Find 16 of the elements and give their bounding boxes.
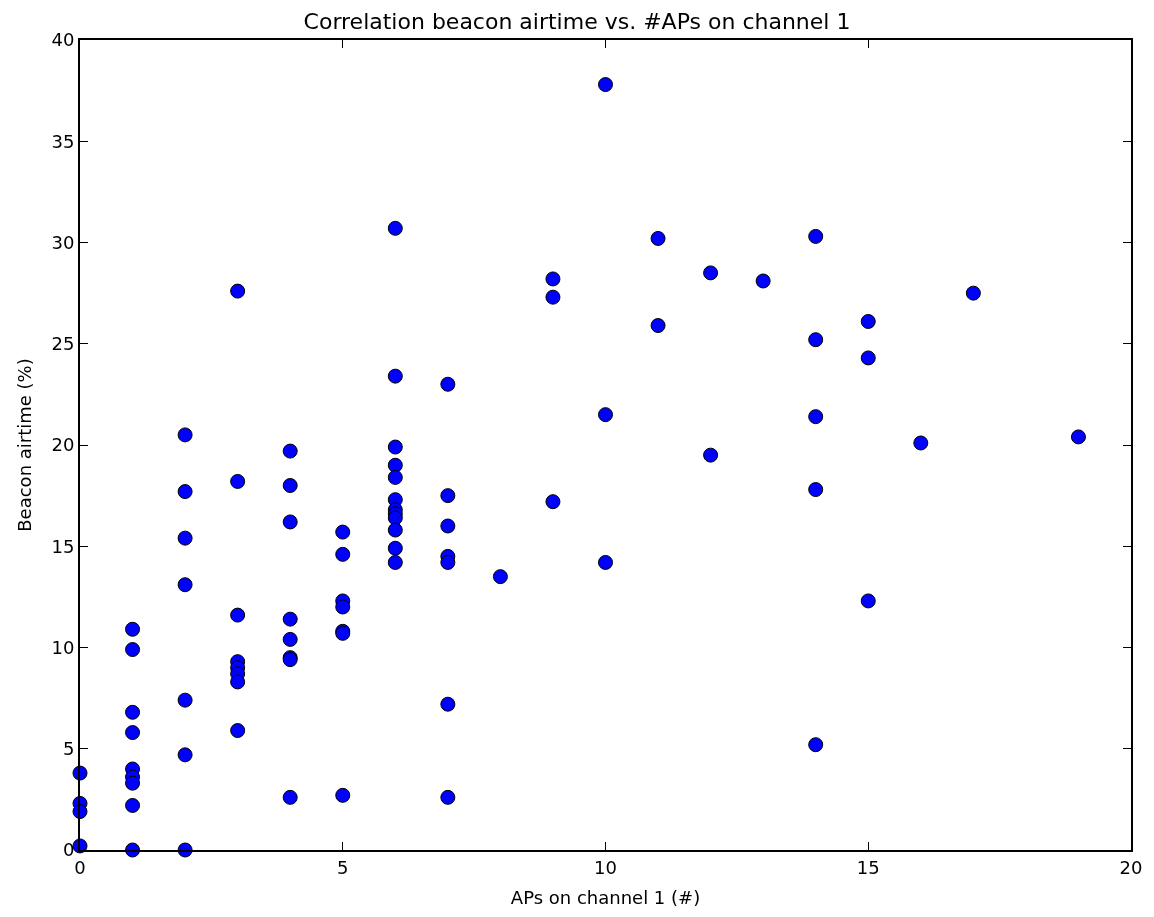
- x-tick-label: 10: [594, 856, 617, 878]
- y-tick-label: 15: [51, 535, 75, 557]
- y-tick-label: 35: [51, 130, 75, 152]
- chart-title: Correlation beacon airtime vs. #APs on channel 1: [303, 9, 851, 35]
- y-tick-label: 20: [51, 434, 75, 456]
- y-tick-label: 40: [51, 29, 75, 51]
- x-axis-title: APs on channel 1 (#): [510, 887, 701, 909]
- x-tick-label: 15: [856, 856, 880, 878]
- y-tick-label: 5: [62, 738, 75, 760]
- x-tick-label: 20: [1119, 856, 1143, 878]
- y-tick-label: 0: [62, 839, 75, 861]
- y-axis-title: Beacon airtime (%): [14, 358, 36, 532]
- y-tick-label: 10: [51, 636, 75, 658]
- x-tick-label: 5: [337, 856, 349, 878]
- y-tick-label: 30: [51, 231, 75, 253]
- y-tick-label: 25: [51, 333, 75, 355]
